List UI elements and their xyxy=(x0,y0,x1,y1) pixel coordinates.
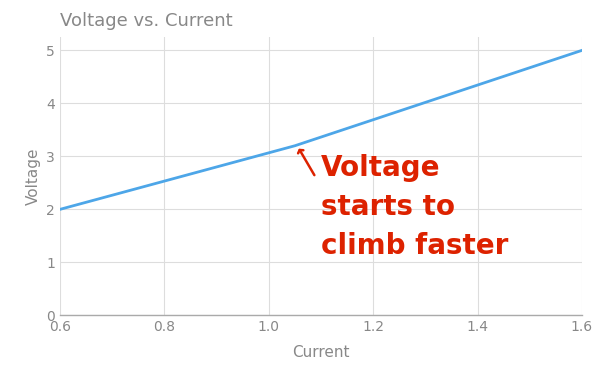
X-axis label: Current: Current xyxy=(292,345,350,360)
Y-axis label: Voltage: Voltage xyxy=(26,148,41,205)
Text: Voltage vs. Current: Voltage vs. Current xyxy=(60,12,233,30)
Text: Voltage
starts to
climb faster: Voltage starts to climb faster xyxy=(321,154,508,260)
